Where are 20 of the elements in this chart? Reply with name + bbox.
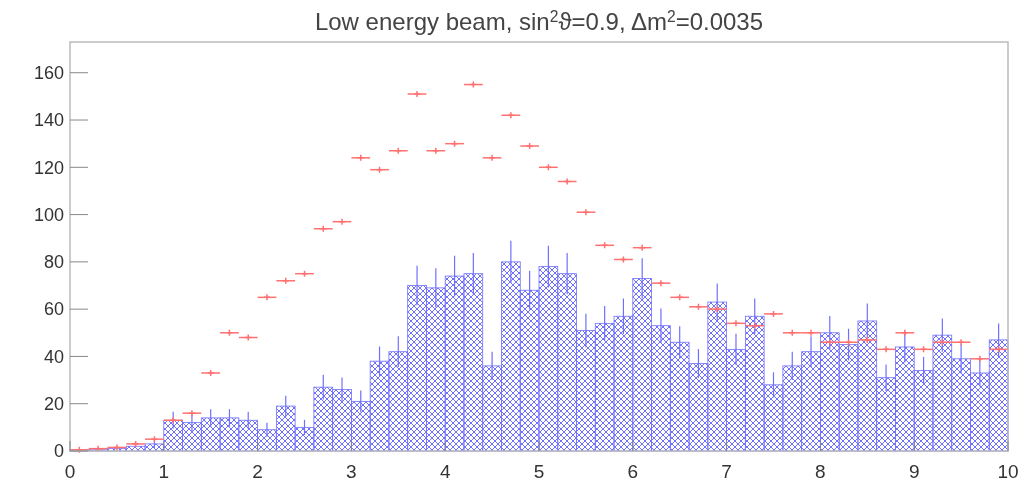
x-tick-label: 1 — [158, 461, 170, 482]
x-tick-label: 5 — [533, 461, 545, 482]
x-tick-label: 10 — [997, 461, 1019, 482]
y-tick-label: 40 — [43, 346, 64, 367]
x-tick-label: 8 — [815, 461, 826, 482]
x-tick-label: 2 — [252, 461, 263, 482]
y-tick-label: 80 — [43, 252, 64, 273]
y-tick-label: 160 — [33, 63, 64, 84]
y-tick-label: 140 — [33, 110, 64, 131]
x-tick-label: 4 — [439, 461, 451, 482]
x-tick-label: 6 — [627, 461, 639, 482]
x-tick-label: 3 — [346, 461, 357, 482]
x-tick-label: 9 — [908, 461, 920, 482]
y-tick-label: 100 — [33, 204, 64, 225]
y-tick-label: 60 — [43, 299, 64, 320]
y-tick-label: 20 — [43, 394, 64, 415]
chart-title: Low energy beam, sin$^{2}$ϑ=0.9, Δm$^{2}$=0.0035 — [314, 7, 764, 35]
y-tick-label: 0 — [53, 441, 64, 462]
y-tick-label: 120 — [33, 157, 64, 178]
x-tick-label: 7 — [721, 461, 732, 482]
